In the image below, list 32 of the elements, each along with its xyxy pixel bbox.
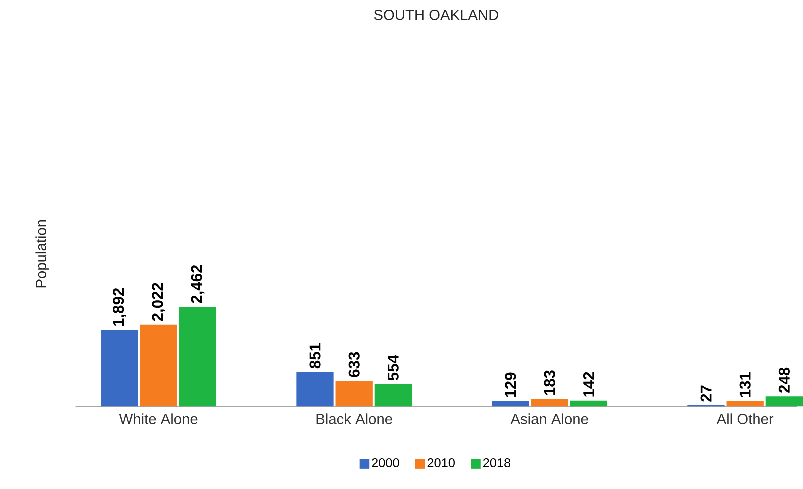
legend-label: 2000 xyxy=(372,458,400,468)
legend-label: 2018 xyxy=(483,458,511,468)
y-axis-title: Population xyxy=(36,220,50,288)
data-label: 129 xyxy=(505,372,516,398)
bar xyxy=(726,401,764,407)
bar xyxy=(179,307,217,407)
chart-title: SOUTH OAKLAND xyxy=(374,10,498,20)
bar xyxy=(296,372,334,407)
bar xyxy=(492,402,530,407)
x-tick-label: All Other xyxy=(716,414,774,425)
data-label: 183 xyxy=(544,370,556,396)
bar xyxy=(140,324,178,407)
data-label: 633 xyxy=(348,352,360,378)
bar xyxy=(570,401,608,407)
x-tick-label: Asian Alone xyxy=(510,414,588,425)
x-tick-label: Black Alone xyxy=(316,414,392,425)
data-label: 27 xyxy=(700,386,712,402)
data-label: 1,892 xyxy=(113,288,126,326)
bar xyxy=(766,396,803,407)
x-tick-label: White Alone xyxy=(119,414,198,425)
bar xyxy=(374,384,412,407)
bar xyxy=(531,399,568,407)
data-label: 554 xyxy=(388,355,399,381)
legend-label: 2010 xyxy=(428,458,455,468)
data-label: 142 xyxy=(583,372,594,397)
data-label: 2,462 xyxy=(191,266,205,304)
data-label: 2,022 xyxy=(152,283,166,322)
data-label: 851 xyxy=(310,344,321,369)
bar xyxy=(101,330,138,407)
data-label: 248 xyxy=(778,368,790,394)
bar xyxy=(336,381,373,407)
data-label: 131 xyxy=(740,372,751,398)
